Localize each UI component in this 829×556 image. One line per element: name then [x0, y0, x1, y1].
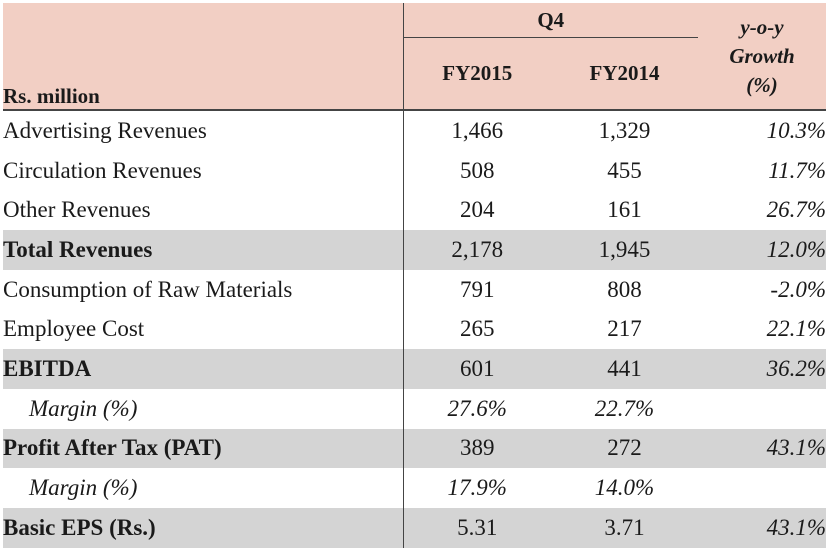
table-row: Consumption of Raw Materials 791 808 -2.… — [3, 269, 826, 310]
row-label: Circulation Revenues — [3, 150, 404, 191]
row-label: Advertising Revenues — [3, 111, 404, 151]
growth-header-line2: Growth — [729, 43, 795, 68]
fy2014-value: 217 — [607, 316, 642, 342]
row-label: Profit After Tax (PAT) — [3, 428, 404, 469]
table-row: Other Revenues 204 161 26.7% — [3, 190, 826, 231]
growth-header-line3: (%) — [746, 72, 778, 97]
row-label: Total Revenues — [3, 230, 404, 270]
fy2015-value: 508 — [460, 157, 495, 183]
fy2014-value: 22.7% — [594, 395, 655, 421]
table-row: Total Revenues 2,178 1,945 12.0% — [3, 230, 826, 270]
growth-value: 26.7% — [766, 197, 826, 223]
row-label: EBITDA — [3, 349, 404, 389]
table-row: Employee Cost 265 217 22.1% — [3, 309, 826, 350]
growth-value: 43.1% — [698, 507, 826, 548]
growth-value: 36.2% — [698, 349, 826, 389]
table-row: Profit After Tax (PAT) 389 272 43.1% — [3, 428, 826, 469]
fy2014-value: 14.0% — [594, 475, 655, 501]
fy2015-header: FY2015 — [442, 61, 513, 85]
fy2014-value: 1,945 — [551, 230, 698, 270]
growth-value: 22.1% — [766, 316, 826, 342]
growth-value — [698, 468, 826, 508]
table-row: Circulation Revenues 508 455 11.7% — [3, 150, 826, 191]
growth-value: 12.0% — [698, 230, 826, 270]
fy2015-value: 17.9% — [447, 475, 507, 501]
growth-header-line1: y-o-y — [740, 14, 784, 39]
growth-value: 10.3% — [766, 117, 826, 143]
growth-header: y-o-y Growth (%) — [698, 3, 826, 110]
fy2014-value: 1,329 — [598, 117, 651, 143]
fy2014-value: 455 — [607, 157, 642, 183]
table-row: Basic EPS (Rs.) 5.31 3.71 43.1% — [3, 507, 826, 548]
row-label: Other Revenues — [3, 190, 404, 231]
fy2014-value: 161 — [607, 197, 642, 223]
fy2015-value: 791 — [460, 276, 495, 302]
fy2015-value: 27.6% — [447, 395, 507, 421]
table-row: Advertising Revenues 1,466 1,329 10.3% — [3, 111, 826, 151]
growth-value — [698, 389, 826, 429]
header-row-top: Rs. million Q4 y-o-y Growth (%) — [3, 3, 826, 110]
fy2015-value: 2,178 — [403, 230, 551, 270]
fy2015-value: 204 — [460, 197, 495, 223]
row-label: Margin (%) — [3, 468, 404, 508]
period-header: Q4 — [403, 3, 698, 38]
financial-results-table: Rs. million Q4 y-o-y Growth (%) FY2015 F… — [3, 3, 826, 548]
table-row: Margin (%) 27.6% 22.7% — [3, 388, 826, 429]
fy2014-value: 3.71 — [551, 507, 698, 548]
growth-value: 11.7% — [768, 157, 826, 183]
table-row: Margin (%) 17.9% 14.0% — [3, 468, 826, 508]
fy2015-value: 389 — [403, 428, 551, 469]
table-row: EBITDA 601 441 36.2% — [3, 349, 826, 389]
fy2015-value: 601 — [403, 349, 551, 389]
row-label: Consumption of Raw Materials — [3, 269, 404, 310]
fy2014-value: 441 — [551, 349, 698, 389]
fy2014-value: 272 — [551, 428, 698, 469]
growth-value: -2.0% — [770, 276, 826, 302]
growth-value: 43.1% — [698, 428, 826, 469]
fy2015-value: 265 — [460, 316, 495, 342]
fy2014-header: FY2014 — [589, 61, 660, 85]
fy2015-value: 5.31 — [403, 507, 551, 548]
row-label: Basic EPS (Rs.) — [3, 507, 404, 548]
fy2014-value: 808 — [607, 276, 642, 302]
row-label: Margin (%) — [3, 388, 404, 429]
row-label-header: Rs. million — [3, 3, 404, 110]
row-label: Employee Cost — [3, 309, 404, 350]
fy2015-value: 1,466 — [451, 117, 504, 143]
